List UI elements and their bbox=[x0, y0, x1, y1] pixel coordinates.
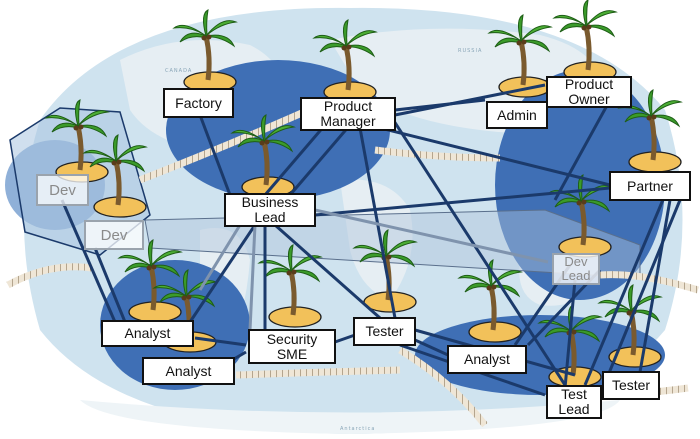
connector-line bbox=[288, 124, 352, 196]
connector-line bbox=[194, 336, 247, 347]
rope-bridge bbox=[235, 366, 401, 379]
node-analyst-3[interactable]: Analyst bbox=[447, 345, 527, 374]
rope-bridge bbox=[599, 271, 700, 294]
connector-line bbox=[274, 223, 381, 320]
node-admin[interactable]: Admin bbox=[486, 101, 548, 129]
node-product-owner[interactable]: Product Owner bbox=[546, 76, 632, 108]
rope-bridge bbox=[374, 146, 501, 162]
dev-lead-boundary bbox=[144, 209, 641, 279]
connector-line bbox=[248, 224, 257, 331]
node-dev-1[interactable]: Dev bbox=[36, 174, 89, 206]
connector-line bbox=[379, 126, 611, 187]
connector-line bbox=[583, 194, 667, 386]
node-security-sme[interactable]: Security SME bbox=[248, 329, 336, 364]
connector-line bbox=[553, 99, 612, 201]
node-test-lead[interactable]: Test Lead bbox=[546, 385, 602, 419]
node-tester-1[interactable]: Tester bbox=[353, 317, 416, 346]
node-dev-2[interactable]: Dev bbox=[84, 220, 144, 250]
map-label-canada: CANADA bbox=[165, 68, 192, 74]
node-product-manager[interactable]: Product Manager bbox=[300, 97, 396, 131]
connector-line bbox=[263, 124, 327, 196]
connector-line bbox=[390, 117, 567, 386]
node-tester-2[interactable]: Tester bbox=[602, 371, 660, 400]
connector-line bbox=[93, 247, 127, 323]
connector-line bbox=[598, 199, 682, 396]
node-business-lead[interactable]: Business Lead bbox=[224, 193, 316, 227]
connector-line bbox=[198, 224, 242, 291]
node-analyst-2[interactable]: Analyst bbox=[142, 357, 235, 385]
connectors-secondary bbox=[198, 208, 549, 331]
connector-line bbox=[334, 333, 356, 344]
connector-line bbox=[60, 199, 117, 323]
rope-bridges bbox=[6, 101, 700, 428]
node-analyst-1[interactable]: Analyst bbox=[101, 320, 194, 347]
connector-line bbox=[314, 186, 611, 217]
connector-line bbox=[188, 224, 257, 323]
rope-bridge bbox=[398, 346, 488, 428]
connector-line bbox=[638, 199, 672, 373]
map-label-antarctica: Antarctica bbox=[340, 426, 375, 432]
connector-line bbox=[314, 208, 549, 264]
rope-bridge bbox=[138, 101, 322, 184]
map-label-russia: RUSSIA bbox=[458, 48, 482, 54]
node-factory[interactable]: Factory bbox=[163, 88, 234, 118]
rope-bridge bbox=[6, 263, 93, 289]
node-partner[interactable]: Partner bbox=[609, 171, 691, 201]
connector-line bbox=[414, 338, 449, 357]
node-dev-lead[interactable]: Dev Lead bbox=[552, 253, 600, 285]
connector-line bbox=[198, 114, 232, 196]
connector-line bbox=[394, 83, 546, 117]
